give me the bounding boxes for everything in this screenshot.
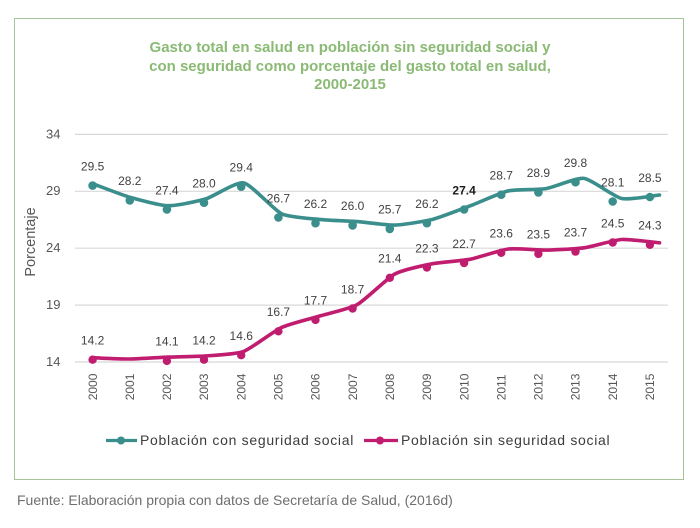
- svg-text:2008: 2008: [383, 373, 397, 400]
- svg-text:29.5: 29.5: [81, 159, 105, 173]
- svg-text:26.2: 26.2: [415, 197, 439, 211]
- svg-text:34: 34: [46, 126, 60, 141]
- svg-text:24.5: 24.5: [601, 216, 625, 230]
- svg-text:14.6: 14.6: [230, 329, 254, 343]
- svg-text:2001: 2001: [123, 373, 137, 400]
- svg-text:Población sin seguridad social: Población sin seguridad social: [401, 432, 610, 448]
- svg-text:23.7: 23.7: [564, 225, 588, 239]
- svg-text:2013: 2013: [569, 373, 583, 400]
- svg-text:Porcentaje: Porcentaje: [23, 207, 39, 276]
- svg-text:14.2: 14.2: [192, 334, 216, 348]
- svg-text:23.5: 23.5: [527, 228, 551, 242]
- svg-text:28.2: 28.2: [118, 174, 142, 188]
- svg-text:14: 14: [46, 354, 60, 369]
- svg-text:28.1: 28.1: [601, 175, 625, 189]
- svg-text:17.7: 17.7: [304, 294, 328, 308]
- svg-text:28.7: 28.7: [490, 169, 514, 183]
- svg-text:2009: 2009: [420, 373, 434, 400]
- svg-text:25.7: 25.7: [378, 203, 402, 217]
- svg-text:16.7: 16.7: [267, 305, 291, 319]
- svg-text:14.1: 14.1: [155, 335, 179, 349]
- svg-text:28.5: 28.5: [638, 171, 662, 185]
- svg-text:2015: 2015: [643, 373, 657, 400]
- svg-text:24: 24: [46, 240, 60, 255]
- svg-text:Población con seguridad social: Población con seguridad social: [140, 432, 354, 448]
- svg-text:29.8: 29.8: [564, 156, 588, 170]
- svg-text:19: 19: [46, 297, 60, 312]
- svg-text:2007: 2007: [346, 373, 360, 400]
- svg-text:28.0: 28.0: [192, 177, 216, 191]
- svg-text:21.4: 21.4: [378, 252, 402, 266]
- svg-text:24.3: 24.3: [638, 219, 662, 233]
- svg-text:2004: 2004: [234, 373, 248, 400]
- svg-text:26.2: 26.2: [304, 197, 328, 211]
- svg-text:29.4: 29.4: [230, 161, 254, 175]
- svg-text:27.4: 27.4: [155, 183, 179, 197]
- svg-text:26.0: 26.0: [341, 199, 365, 213]
- svg-text:2011: 2011: [494, 374, 508, 400]
- svg-text:28.9: 28.9: [527, 166, 551, 180]
- svg-text:2006: 2006: [309, 373, 323, 400]
- svg-text:23.6: 23.6: [490, 227, 514, 241]
- svg-text:2010: 2010: [457, 373, 471, 400]
- svg-text:2005: 2005: [272, 373, 286, 400]
- svg-text:2000: 2000: [86, 373, 100, 400]
- svg-text:2014: 2014: [606, 373, 620, 400]
- svg-text:22.3: 22.3: [415, 241, 439, 255]
- svg-text:2003: 2003: [197, 373, 211, 400]
- svg-text:29: 29: [46, 183, 60, 198]
- svg-text:18.7: 18.7: [341, 282, 365, 296]
- svg-text:14.2: 14.2: [81, 334, 105, 348]
- svg-text:22.7: 22.7: [452, 237, 476, 251]
- svg-text:2012: 2012: [532, 373, 546, 400]
- svg-text:2002: 2002: [160, 373, 174, 400]
- svg-text:27.4: 27.4: [452, 183, 476, 197]
- svg-text:26.7: 26.7: [267, 191, 291, 205]
